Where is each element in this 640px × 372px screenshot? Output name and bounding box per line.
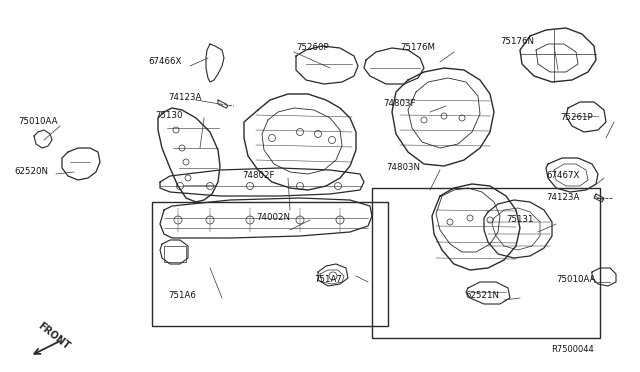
Bar	[372, 188, 600, 338]
Text: 75010AA: 75010AA	[18, 118, 58, 126]
Text: 74123A: 74123A	[546, 193, 579, 202]
Text: 75130: 75130	[155, 110, 182, 119]
Text: 75261P: 75261P	[560, 113, 593, 122]
Text: 75260P: 75260P	[296, 44, 328, 52]
Text: R7500044: R7500044	[551, 345, 594, 354]
Text: 62520N: 62520N	[14, 167, 48, 176]
Text: 74803F: 74803F	[383, 99, 415, 108]
Text: 75131: 75131	[506, 215, 534, 224]
Bar	[152, 202, 388, 326]
Bar	[164, 246, 186, 262]
Text: 75176M: 75176M	[400, 44, 435, 52]
Text: 74123A: 74123A	[168, 93, 202, 102]
Text: 75010AA: 75010AA	[556, 276, 595, 285]
Text: 74802F: 74802F	[242, 170, 275, 180]
Text: 74002N: 74002N	[256, 214, 290, 222]
Text: 75176N: 75176N	[500, 38, 534, 46]
Text: 751A6: 751A6	[168, 292, 196, 301]
Text: 74803N: 74803N	[386, 164, 420, 173]
Text: 67466X: 67466X	[148, 58, 181, 67]
Text: 751A7: 751A7	[314, 276, 342, 285]
Text: FRONT: FRONT	[36, 321, 72, 352]
Text: 67467X: 67467X	[546, 171, 579, 180]
Text: 62521N: 62521N	[465, 292, 499, 301]
